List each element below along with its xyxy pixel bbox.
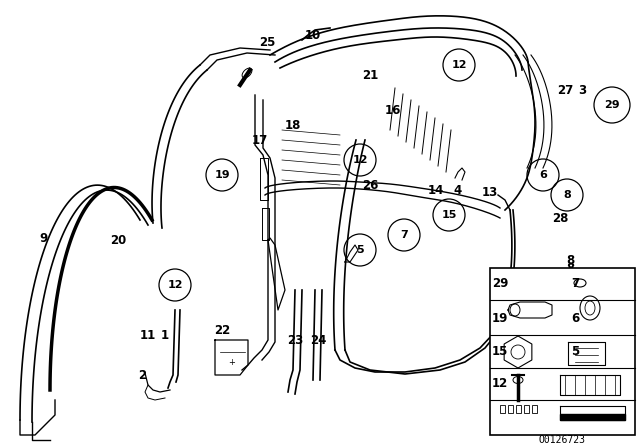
Text: 11: 11 xyxy=(140,328,156,341)
Text: 5: 5 xyxy=(356,245,364,255)
Text: O0126723: O0126723 xyxy=(538,435,586,445)
Text: 2: 2 xyxy=(138,369,146,382)
Text: 12: 12 xyxy=(352,155,368,165)
Text: 3: 3 xyxy=(578,83,586,96)
Text: 10: 10 xyxy=(305,29,321,42)
Bar xyxy=(524,405,529,413)
Text: 29: 29 xyxy=(604,100,620,110)
Text: 26: 26 xyxy=(362,178,378,191)
Text: 8: 8 xyxy=(566,262,574,275)
Text: 19: 19 xyxy=(492,311,508,324)
Text: 12: 12 xyxy=(492,376,508,389)
Text: 1: 1 xyxy=(161,328,169,341)
Text: 28: 28 xyxy=(552,211,568,224)
Bar xyxy=(516,405,521,413)
Text: 27: 27 xyxy=(557,83,573,96)
Text: 24: 24 xyxy=(310,333,326,346)
Text: 12: 12 xyxy=(167,280,183,290)
Text: 15: 15 xyxy=(492,345,508,358)
Bar xyxy=(508,405,513,413)
Text: 8: 8 xyxy=(566,254,574,267)
Bar xyxy=(532,405,537,413)
Text: 13: 13 xyxy=(482,185,498,198)
Text: 19: 19 xyxy=(214,170,230,180)
Text: 9: 9 xyxy=(39,232,47,245)
Text: 25: 25 xyxy=(259,35,275,48)
Text: 8: 8 xyxy=(563,190,571,200)
Text: 21: 21 xyxy=(362,69,378,82)
Text: 17: 17 xyxy=(252,134,268,146)
Text: 16: 16 xyxy=(385,103,401,116)
Text: 20: 20 xyxy=(110,233,126,246)
Text: +: + xyxy=(228,358,236,366)
Text: 4: 4 xyxy=(454,184,462,197)
Text: 29: 29 xyxy=(492,276,508,289)
Bar xyxy=(490,268,635,435)
Text: 14: 14 xyxy=(428,184,444,197)
Text: 6: 6 xyxy=(539,170,547,180)
Text: 12: 12 xyxy=(451,60,467,70)
Text: 22: 22 xyxy=(214,323,230,336)
Text: 5: 5 xyxy=(571,345,579,358)
Text: 7: 7 xyxy=(400,230,408,240)
Bar xyxy=(500,405,505,413)
Text: 18: 18 xyxy=(285,119,301,132)
Polygon shape xyxy=(560,414,625,420)
Text: 23: 23 xyxy=(287,333,303,346)
Text: 6: 6 xyxy=(571,311,579,324)
Text: 15: 15 xyxy=(442,210,457,220)
Text: 7: 7 xyxy=(571,276,579,289)
